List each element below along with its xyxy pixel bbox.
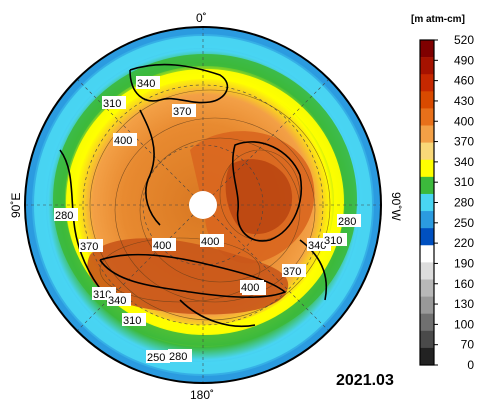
colorbar-tick-label: 430 [454,94,474,108]
colorbar-tick-label: 130 [454,297,474,311]
colorbar-tick-label: 310 [454,175,474,189]
contour-label: 400 [241,282,259,294]
coastlines [59,63,327,328]
colorbar-tick-label: 370 [454,135,474,149]
colorbar-segment [420,279,434,297]
colorbar-tick-label: 520 [454,33,474,47]
colorbar-segment [420,159,434,178]
colorbar-segment [420,40,434,58]
contour-label: 400 [153,240,171,252]
colorbar: [m atm-cm] 520 490 460 430 400 370 340 310 280 25… [411,14,474,372]
colorbar-tick-label: 190 [454,256,474,270]
contour-label: 370 [173,106,191,118]
contour-label: 400 [114,135,132,147]
colorbar-tick-label: 490 [454,53,474,67]
colorbar-segment [420,91,434,109]
colorbar-segment [420,347,434,366]
contour-label: 340 [308,240,326,252]
colorbar-tick-label: 100 [454,317,474,331]
colorbar-unit-label: [m atm-cm] [411,14,465,25]
colorbar-segment [420,262,434,280]
map-outline [24,26,382,384]
colorbar-tick-label: 280 [454,196,474,210]
meridian-label-top: 0˚ [196,11,207,25]
contour-label: 340 [137,78,155,90]
graticule [25,27,381,383]
contour-label: 280 [338,216,356,228]
colorbar-tick-label: 0 [467,358,474,372]
colorbar-segment [420,211,434,229]
colorbar-segment [420,125,434,143]
contour-label: 280 [55,210,73,222]
colorbar-segment [420,296,434,314]
colorbar-tick-label: 460 [454,74,474,88]
contour-label-group: 340 310 370 400 400 280 370 400 400 280 … [54,76,361,364]
contour-label: 310 [93,289,111,301]
colorbar-tick-label: 220 [454,236,474,250]
contour-label: 280 [169,351,187,363]
peak-ozone-core [225,159,293,235]
colorbar-tick-label: 160 [454,277,474,291]
colorbar-segment [420,108,434,126]
colorbar-outline [419,39,435,366]
ozone-field [25,27,381,383]
contour-label: 340 [108,295,126,307]
contour-label: 370 [80,241,98,253]
colorbar-tick-label: 340 [454,155,474,169]
colorbar-tick-label: 70 [461,338,475,352]
contour-label: 400 [201,236,219,248]
colorbar-segment [420,330,434,349]
contour-label: 310 [103,98,121,110]
contour-label: 370 [283,266,301,278]
colorbar-segment [420,228,434,246]
meridian-label-left: 90˚E [9,193,23,218]
contour-label: 250 [147,352,165,364]
colorbar-segment [420,193,434,212]
colorbar-segment [420,176,434,195]
contour-label: 310 [123,315,141,327]
colorbar-segment [420,245,434,263]
contour-label: 310 [324,235,342,247]
colorbar-segment [420,57,434,75]
colorbar-segment [420,142,434,161]
meridian-label-right: 90˚W [389,192,403,221]
colorbar-segment [420,74,434,92]
colorbar-tick-label: 250 [454,216,474,230]
colorbar-segment [420,313,434,332]
meridian-label-bottom: 180˚ [190,388,214,402]
colorbar-tick-label: 400 [454,114,474,128]
date-label: 2021.03 [336,372,394,389]
pole-no-data [189,191,217,219]
